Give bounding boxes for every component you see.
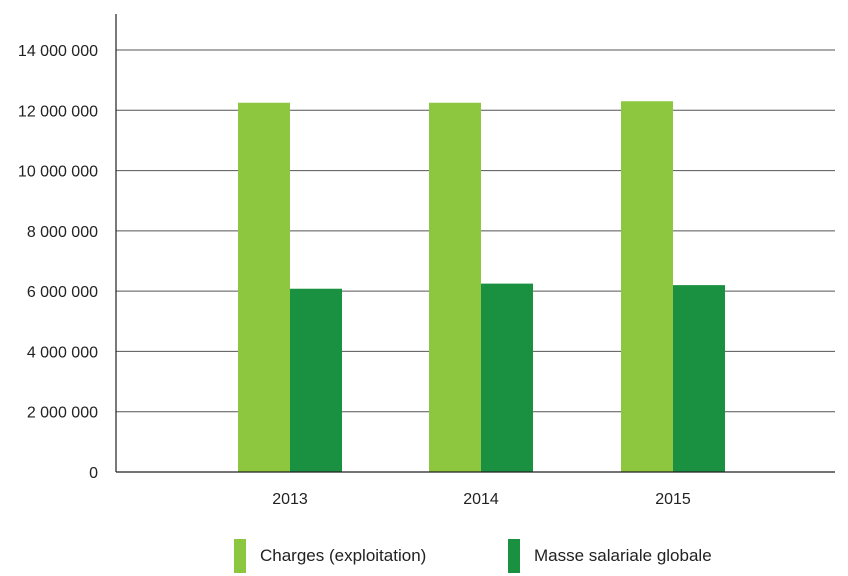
- legend-swatch-masse-salariale: [508, 539, 520, 573]
- bar-masse-salariale-2015: [673, 285, 725, 472]
- bar-masse-salariale-2014: [481, 283, 533, 472]
- bar-masse-salariale-2013: [290, 288, 342, 472]
- y-axis-tick-labels: 0 2 000 000 4 000 000 6 000 000 8 000 000 10 …: [18, 43, 98, 482]
- y-tick-label: 12 000 000: [18, 103, 98, 120]
- legend-item-charges: Charges (exploitation): [234, 539, 427, 573]
- legend: Charges (exploitation) Masse salariale g…: [0, 536, 848, 576]
- y-tick-label: 2 000 000: [27, 405, 98, 422]
- y-tick-label: 6 000 000: [27, 284, 98, 301]
- bar-charges-2015: [621, 101, 673, 472]
- legend-swatch-charges: [234, 539, 246, 573]
- bar-charges-2013: [238, 102, 290, 472]
- x-tick-label: 2013: [272, 491, 308, 508]
- y-tick-label: 10 000 000: [18, 164, 98, 181]
- y-tick-label: 8 000 000: [27, 224, 98, 241]
- bar-charges-2014: [429, 102, 481, 472]
- legend-label-masse-salariale: Masse salariale globale: [534, 546, 712, 565]
- bars: [238, 101, 725, 472]
- y-tick-label: 0: [89, 465, 98, 482]
- x-tick-label: 2014: [463, 491, 499, 508]
- bar-chart: 0 2 000 000 4 000 000 6 000 000 8 000 000 10 …: [18, 14, 835, 508]
- x-tick-label: 2015: [655, 491, 691, 508]
- axes: [115, 14, 835, 473]
- y-tick-label: 14 000 000: [18, 43, 98, 60]
- legend-item-masse-salariale: Masse salariale globale: [508, 539, 712, 573]
- y-tick-label: 4 000 000: [27, 344, 98, 361]
- legend-label-charges: Charges (exploitation): [260, 546, 427, 565]
- x-axis-tick-labels: 2013 2014 2015: [272, 491, 691, 508]
